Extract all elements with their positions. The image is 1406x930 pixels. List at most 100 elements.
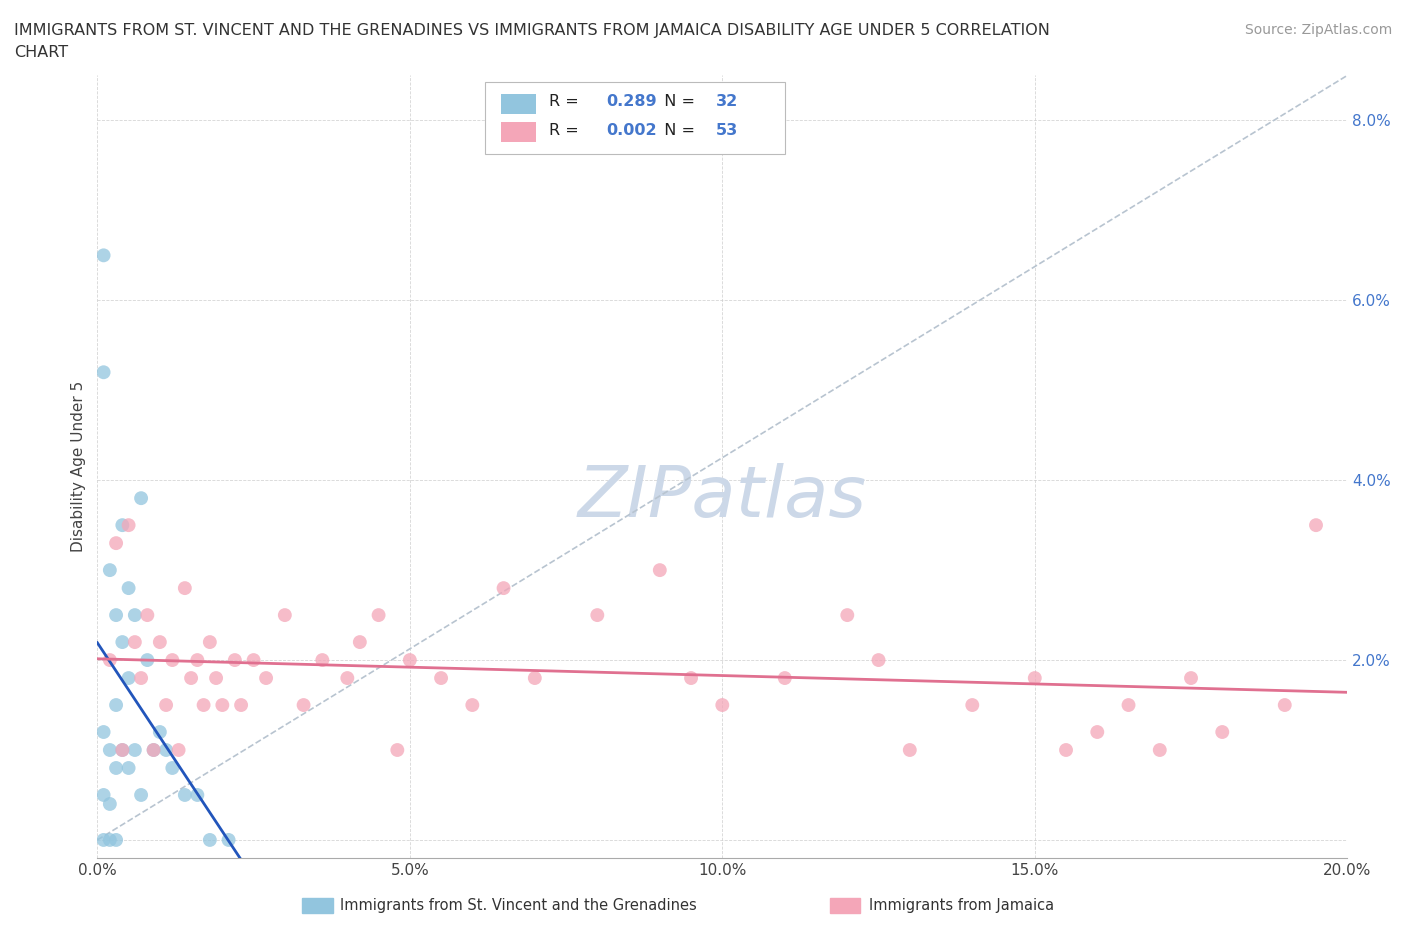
Y-axis label: Disability Age Under 5: Disability Age Under 5 bbox=[72, 381, 86, 552]
Point bbox=[129, 491, 152, 506]
Point bbox=[461, 698, 484, 712]
Text: 0.002: 0.002 bbox=[606, 123, 657, 138]
Point bbox=[1305, 518, 1327, 533]
Text: 53: 53 bbox=[716, 123, 738, 138]
Point bbox=[349, 634, 371, 649]
Point bbox=[398, 653, 420, 668]
Point bbox=[837, 607, 859, 622]
Point bbox=[1118, 698, 1140, 712]
Text: N =: N = bbox=[654, 94, 700, 109]
FancyBboxPatch shape bbox=[501, 94, 536, 113]
Point bbox=[254, 671, 277, 685]
Point bbox=[211, 698, 233, 712]
Point bbox=[111, 742, 134, 757]
Text: R =: R = bbox=[548, 94, 583, 109]
Text: R =: R = bbox=[548, 123, 583, 138]
Point bbox=[681, 671, 703, 685]
Point bbox=[155, 698, 177, 712]
Point bbox=[105, 536, 128, 551]
Text: CHART: CHART bbox=[14, 45, 67, 60]
Point bbox=[1085, 724, 1108, 739]
Point bbox=[155, 742, 177, 757]
Point bbox=[868, 653, 890, 668]
Point bbox=[93, 724, 115, 739]
Point bbox=[336, 671, 359, 685]
Point bbox=[124, 607, 146, 622]
Point bbox=[198, 832, 221, 847]
Point bbox=[274, 607, 297, 622]
Point bbox=[136, 653, 159, 668]
Point bbox=[229, 698, 252, 712]
Point bbox=[1211, 724, 1233, 739]
Text: IMMIGRANTS FROM ST. VINCENT AND THE GRENADINES VS IMMIGRANTS FROM JAMAICA DISABI: IMMIGRANTS FROM ST. VINCENT AND THE GREN… bbox=[14, 23, 1050, 38]
Point bbox=[311, 653, 333, 668]
Point bbox=[173, 580, 195, 595]
Point bbox=[186, 788, 208, 803]
Point bbox=[93, 248, 115, 263]
Point bbox=[1054, 742, 1077, 757]
Point bbox=[387, 742, 409, 757]
Point bbox=[105, 761, 128, 776]
Point bbox=[98, 832, 121, 847]
Point bbox=[242, 653, 264, 668]
Text: 32: 32 bbox=[716, 94, 738, 109]
Point bbox=[105, 832, 128, 847]
Point bbox=[1274, 698, 1296, 712]
Point bbox=[224, 653, 246, 668]
Point bbox=[129, 671, 152, 685]
Point bbox=[111, 634, 134, 649]
Point bbox=[205, 671, 228, 685]
Point bbox=[93, 365, 115, 379]
Point bbox=[98, 653, 121, 668]
Point bbox=[136, 607, 159, 622]
Text: Source: ZipAtlas.com: Source: ZipAtlas.com bbox=[1244, 23, 1392, 37]
Point bbox=[129, 788, 152, 803]
Point bbox=[105, 698, 128, 712]
Point bbox=[367, 607, 389, 622]
Point bbox=[492, 580, 515, 595]
Point bbox=[523, 671, 546, 685]
Point bbox=[117, 671, 139, 685]
Point bbox=[105, 607, 128, 622]
Point bbox=[117, 761, 139, 776]
Point bbox=[180, 671, 202, 685]
Point bbox=[142, 742, 165, 757]
Text: Immigrants from St. Vincent and the Grenadines: Immigrants from St. Vincent and the Gren… bbox=[340, 898, 697, 913]
Point bbox=[1180, 671, 1202, 685]
Point bbox=[111, 518, 134, 533]
Point bbox=[586, 607, 609, 622]
Point bbox=[711, 698, 734, 712]
Point bbox=[162, 761, 184, 776]
Point bbox=[124, 634, 146, 649]
Text: ZIPatlas: ZIPatlas bbox=[578, 463, 868, 533]
Point bbox=[1149, 742, 1171, 757]
Point bbox=[186, 653, 208, 668]
FancyBboxPatch shape bbox=[485, 82, 785, 153]
Point bbox=[149, 724, 172, 739]
Point bbox=[218, 832, 240, 847]
Point bbox=[117, 518, 139, 533]
Point bbox=[111, 742, 134, 757]
Point bbox=[98, 796, 121, 811]
Point bbox=[292, 698, 315, 712]
Point bbox=[98, 563, 121, 578]
Point bbox=[98, 742, 121, 757]
Point bbox=[648, 563, 671, 578]
Point bbox=[430, 671, 453, 685]
Point bbox=[898, 742, 921, 757]
Point bbox=[773, 671, 796, 685]
Point bbox=[1024, 671, 1046, 685]
Text: 0.289: 0.289 bbox=[606, 94, 657, 109]
Point bbox=[198, 634, 221, 649]
Point bbox=[193, 698, 215, 712]
Point bbox=[173, 788, 195, 803]
Point bbox=[962, 698, 984, 712]
Point bbox=[149, 634, 172, 649]
FancyBboxPatch shape bbox=[501, 123, 536, 142]
Point bbox=[93, 832, 115, 847]
Point bbox=[93, 788, 115, 803]
Point bbox=[117, 580, 139, 595]
Text: N =: N = bbox=[654, 123, 700, 138]
Point bbox=[142, 742, 165, 757]
Point bbox=[162, 653, 184, 668]
